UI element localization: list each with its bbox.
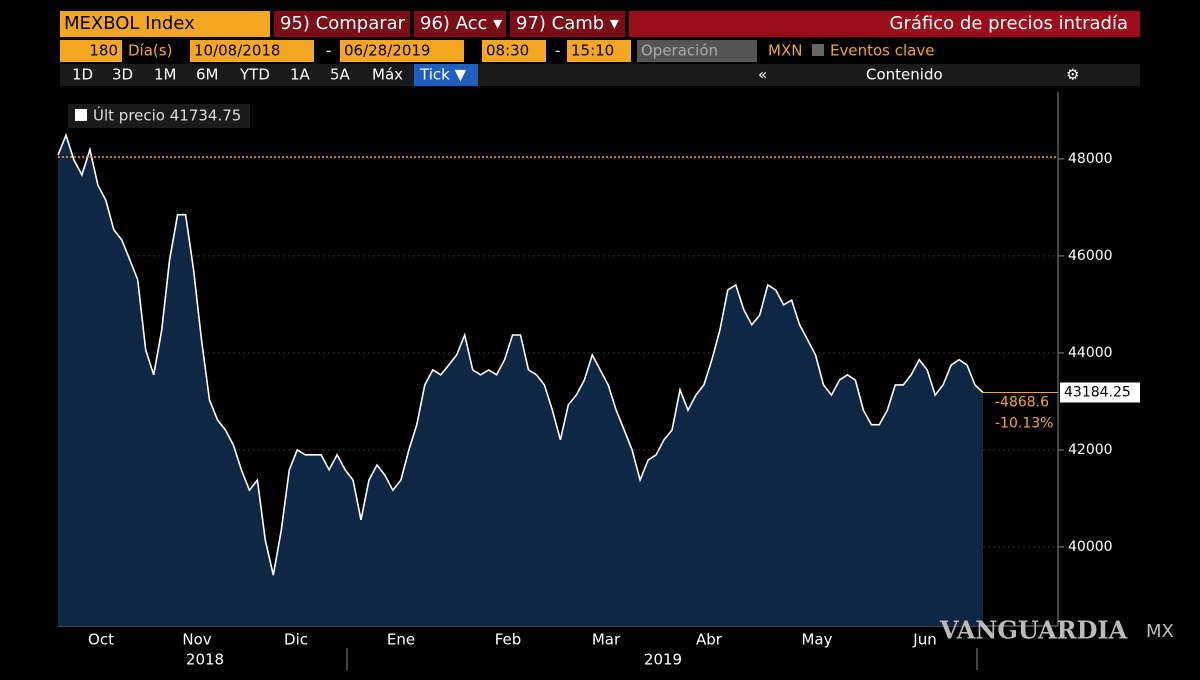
chart-name: Gráfico de precios intradía	[890, 13, 1128, 34]
time-sep: -	[555, 42, 560, 60]
watermark: VANGUARDIA	[939, 616, 1128, 645]
end-date: 06/28/2019	[344, 42, 430, 60]
month-label: Ene	[387, 631, 415, 649]
end-box[interactable]	[340, 40, 464, 62]
date-sep: -	[326, 42, 331, 60]
last-value: 43184.25	[1064, 385, 1131, 401]
period-box[interactable]	[60, 40, 122, 62]
range-button[interactable]: 5A	[330, 66, 351, 84]
range-button[interactable]: 1D	[72, 66, 93, 84]
month-label: Feb	[495, 631, 522, 649]
compare-btn[interactable]	[274, 11, 410, 37]
collapse[interactable]: «	[758, 66, 767, 84]
content[interactable]: Contenido	[866, 66, 943, 84]
price-line	[57, 132, 984, 576]
month-label: Jun	[912, 631, 936, 649]
month-label: Oct	[88, 631, 114, 649]
month-label: Nov	[182, 631, 211, 649]
actions-btn[interactable]	[414, 11, 506, 37]
end-time: 15:10	[571, 42, 614, 60]
mode-box[interactable]	[637, 40, 757, 62]
tick: Tick ▼	[419, 66, 467, 84]
year-label: 2019	[644, 651, 682, 669]
y-tick-label: 48000	[1068, 151, 1113, 167]
range-button[interactable]: Máx	[372, 66, 403, 84]
range-button[interactable]: YTD	[239, 66, 270, 84]
settings-icon[interactable]: ⚙	[1066, 66, 1079, 84]
y-tick-label: 42000	[1068, 442, 1113, 458]
change: 97) Camb ▾	[516, 13, 619, 34]
events-check[interactable]	[812, 44, 824, 56]
start-date: 10/08/2018	[194, 42, 280, 60]
change-pct: -10.13%	[995, 416, 1053, 432]
y-tick-label: 40000	[1068, 539, 1113, 555]
legend-box	[68, 104, 250, 128]
month-label: Abr	[696, 631, 723, 649]
tick-box[interactable]	[414, 64, 478, 86]
change-btn[interactable]	[510, 11, 625, 37]
mode: Operación	[641, 42, 718, 60]
range-bar	[60, 64, 1140, 86]
watermark-suffix: MX	[1146, 621, 1174, 642]
title-bar	[629, 11, 1140, 37]
events: Eventos clave	[830, 42, 934, 60]
period-unit: Día(s)	[128, 42, 172, 60]
range-button[interactable]: 1M	[154, 66, 177, 84]
ticker-box[interactable]	[60, 11, 270, 37]
start-time: 08:30	[486, 42, 529, 60]
area	[58, 135, 983, 626]
actions: 96) Acc ▾	[420, 13, 502, 34]
range-button[interactable]: 1A	[290, 66, 311, 84]
year-label: 2018	[186, 651, 224, 669]
change: -4868.6	[995, 395, 1049, 411]
range-button[interactable]: 6M	[196, 66, 219, 84]
month-label: Dic	[284, 631, 308, 649]
period-count: 180	[89, 42, 118, 60]
range-button[interactable]: 3D	[112, 66, 133, 84]
y-tick-label: 46000	[1068, 248, 1113, 264]
month-label: May	[801, 631, 832, 649]
currency: MXN	[768, 42, 802, 60]
start-time-box[interactable]	[482, 40, 546, 62]
legend-swatch	[75, 109, 87, 121]
y-tick-label: 44000	[1068, 345, 1113, 361]
ticker: MEXBOL Index	[64, 13, 195, 34]
last-box	[1060, 382, 1140, 403]
month-label: Mar	[592, 631, 621, 649]
compare: 95) Comparar	[280, 13, 406, 34]
legend: Últ precio 41734.75	[93, 106, 241, 125]
start-box[interactable]	[190, 40, 314, 62]
end-time-box[interactable]	[567, 40, 631, 62]
